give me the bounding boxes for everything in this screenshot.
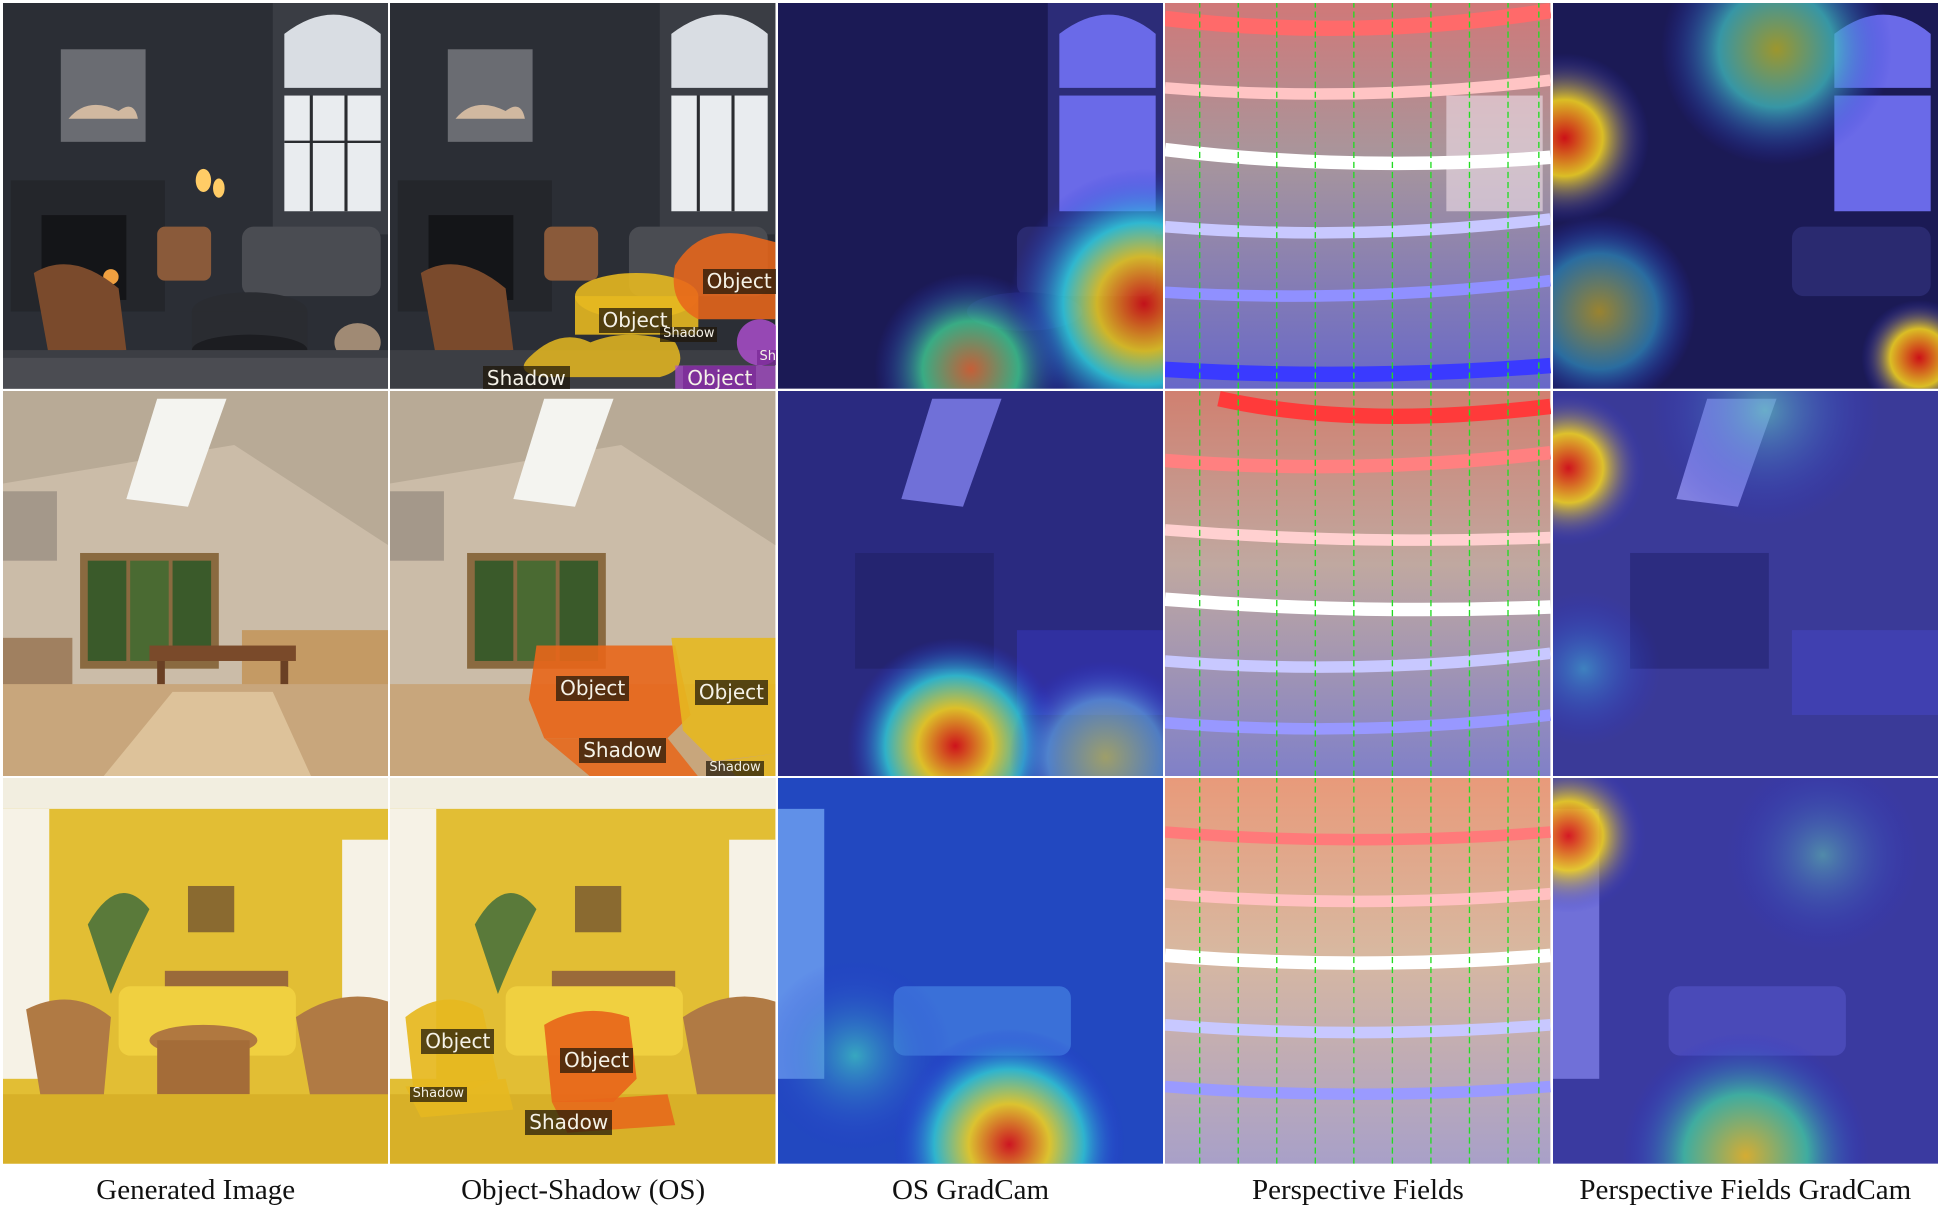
dark-living-room-scene [3,3,389,389]
os-label-shadow: Shadow [660,326,718,342]
os-label-shadow: Shadow [579,737,667,763]
os-label-shadow: Shad [756,349,776,366]
row3-object-shadow: Object Object Shadow Shadow [390,778,776,1164]
row3-perspective-gradcam [1552,778,1938,1164]
yellow-living-room-perspective-fields [1165,778,1551,1164]
row2-perspective-gradcam [1552,390,1938,777]
os-label-shadow: Shadow [525,1109,613,1135]
bright-kitchen-perspective-fields [1165,390,1551,777]
os-label-object: Object [702,269,776,295]
row2-generated-image [3,390,389,777]
os-label-object: Object [683,365,757,389]
dark-living-room-perspective-fields [1165,3,1551,389]
os-label-object: Object [694,679,768,705]
bright-kitchen-scene [3,390,389,777]
row3-generated-image [3,778,389,1164]
bright-kitchen-os-gradcam [777,390,1164,777]
caption-perspective-fields-gradcam: Perspective Fields GradCam [1579,1174,1912,1206]
caption-os-gradcam: OS GradCam [891,1174,1050,1206]
row2-os-gradcam [777,390,1164,777]
dark-living-room-os-overlay [390,3,776,389]
caption-perspective-fields: Perspective Fields [1251,1174,1464,1206]
os-label-object: Object [598,307,672,333]
column-captions: Generated Image Object-Shadow (OS) OS Gr… [3,1170,1938,1210]
figure-grid: Object Object Shadow Shadow Object Shad [3,3,1938,1164]
row1-perspective-fields [1165,3,1551,389]
yellow-living-room-os-gradcam [777,778,1164,1164]
row1-object-shadow: Object Object Shadow Shadow Object Shad [390,3,776,389]
dark-living-room-os-gradcam [777,3,1164,389]
yellow-living-room-os-overlay [390,778,776,1164]
os-label-object: Object [559,1048,634,1074]
caption-object-shadow: Object-Shadow (OS) [461,1174,706,1206]
row3-os-gradcam [777,778,1164,1164]
row1-os-gradcam [777,3,1164,389]
yellow-living-room-scene [3,778,389,1164]
row2-perspective-fields [1165,390,1551,777]
row1-perspective-gradcam [1552,3,1938,389]
os-label-object: Object [556,676,630,702]
yellow-living-room-perspective-gradcam [1552,778,1938,1164]
row2-object-shadow: Object Object Shadow Shadow [390,390,776,777]
os-label-shadow: Shadow [482,365,570,389]
os-label-shadow: Shadow [706,760,764,776]
bright-kitchen-os-overlay [390,390,776,777]
os-label-shadow: Shadow [409,1086,467,1102]
row1-generated-image [3,3,389,389]
row3-perspective-fields [1165,778,1551,1164]
bright-kitchen-perspective-gradcam [1552,390,1938,777]
dark-living-room-perspective-gradcam [1552,3,1938,389]
caption-generated-image: Generated Image [96,1174,296,1206]
os-label-object: Object [421,1029,495,1054]
